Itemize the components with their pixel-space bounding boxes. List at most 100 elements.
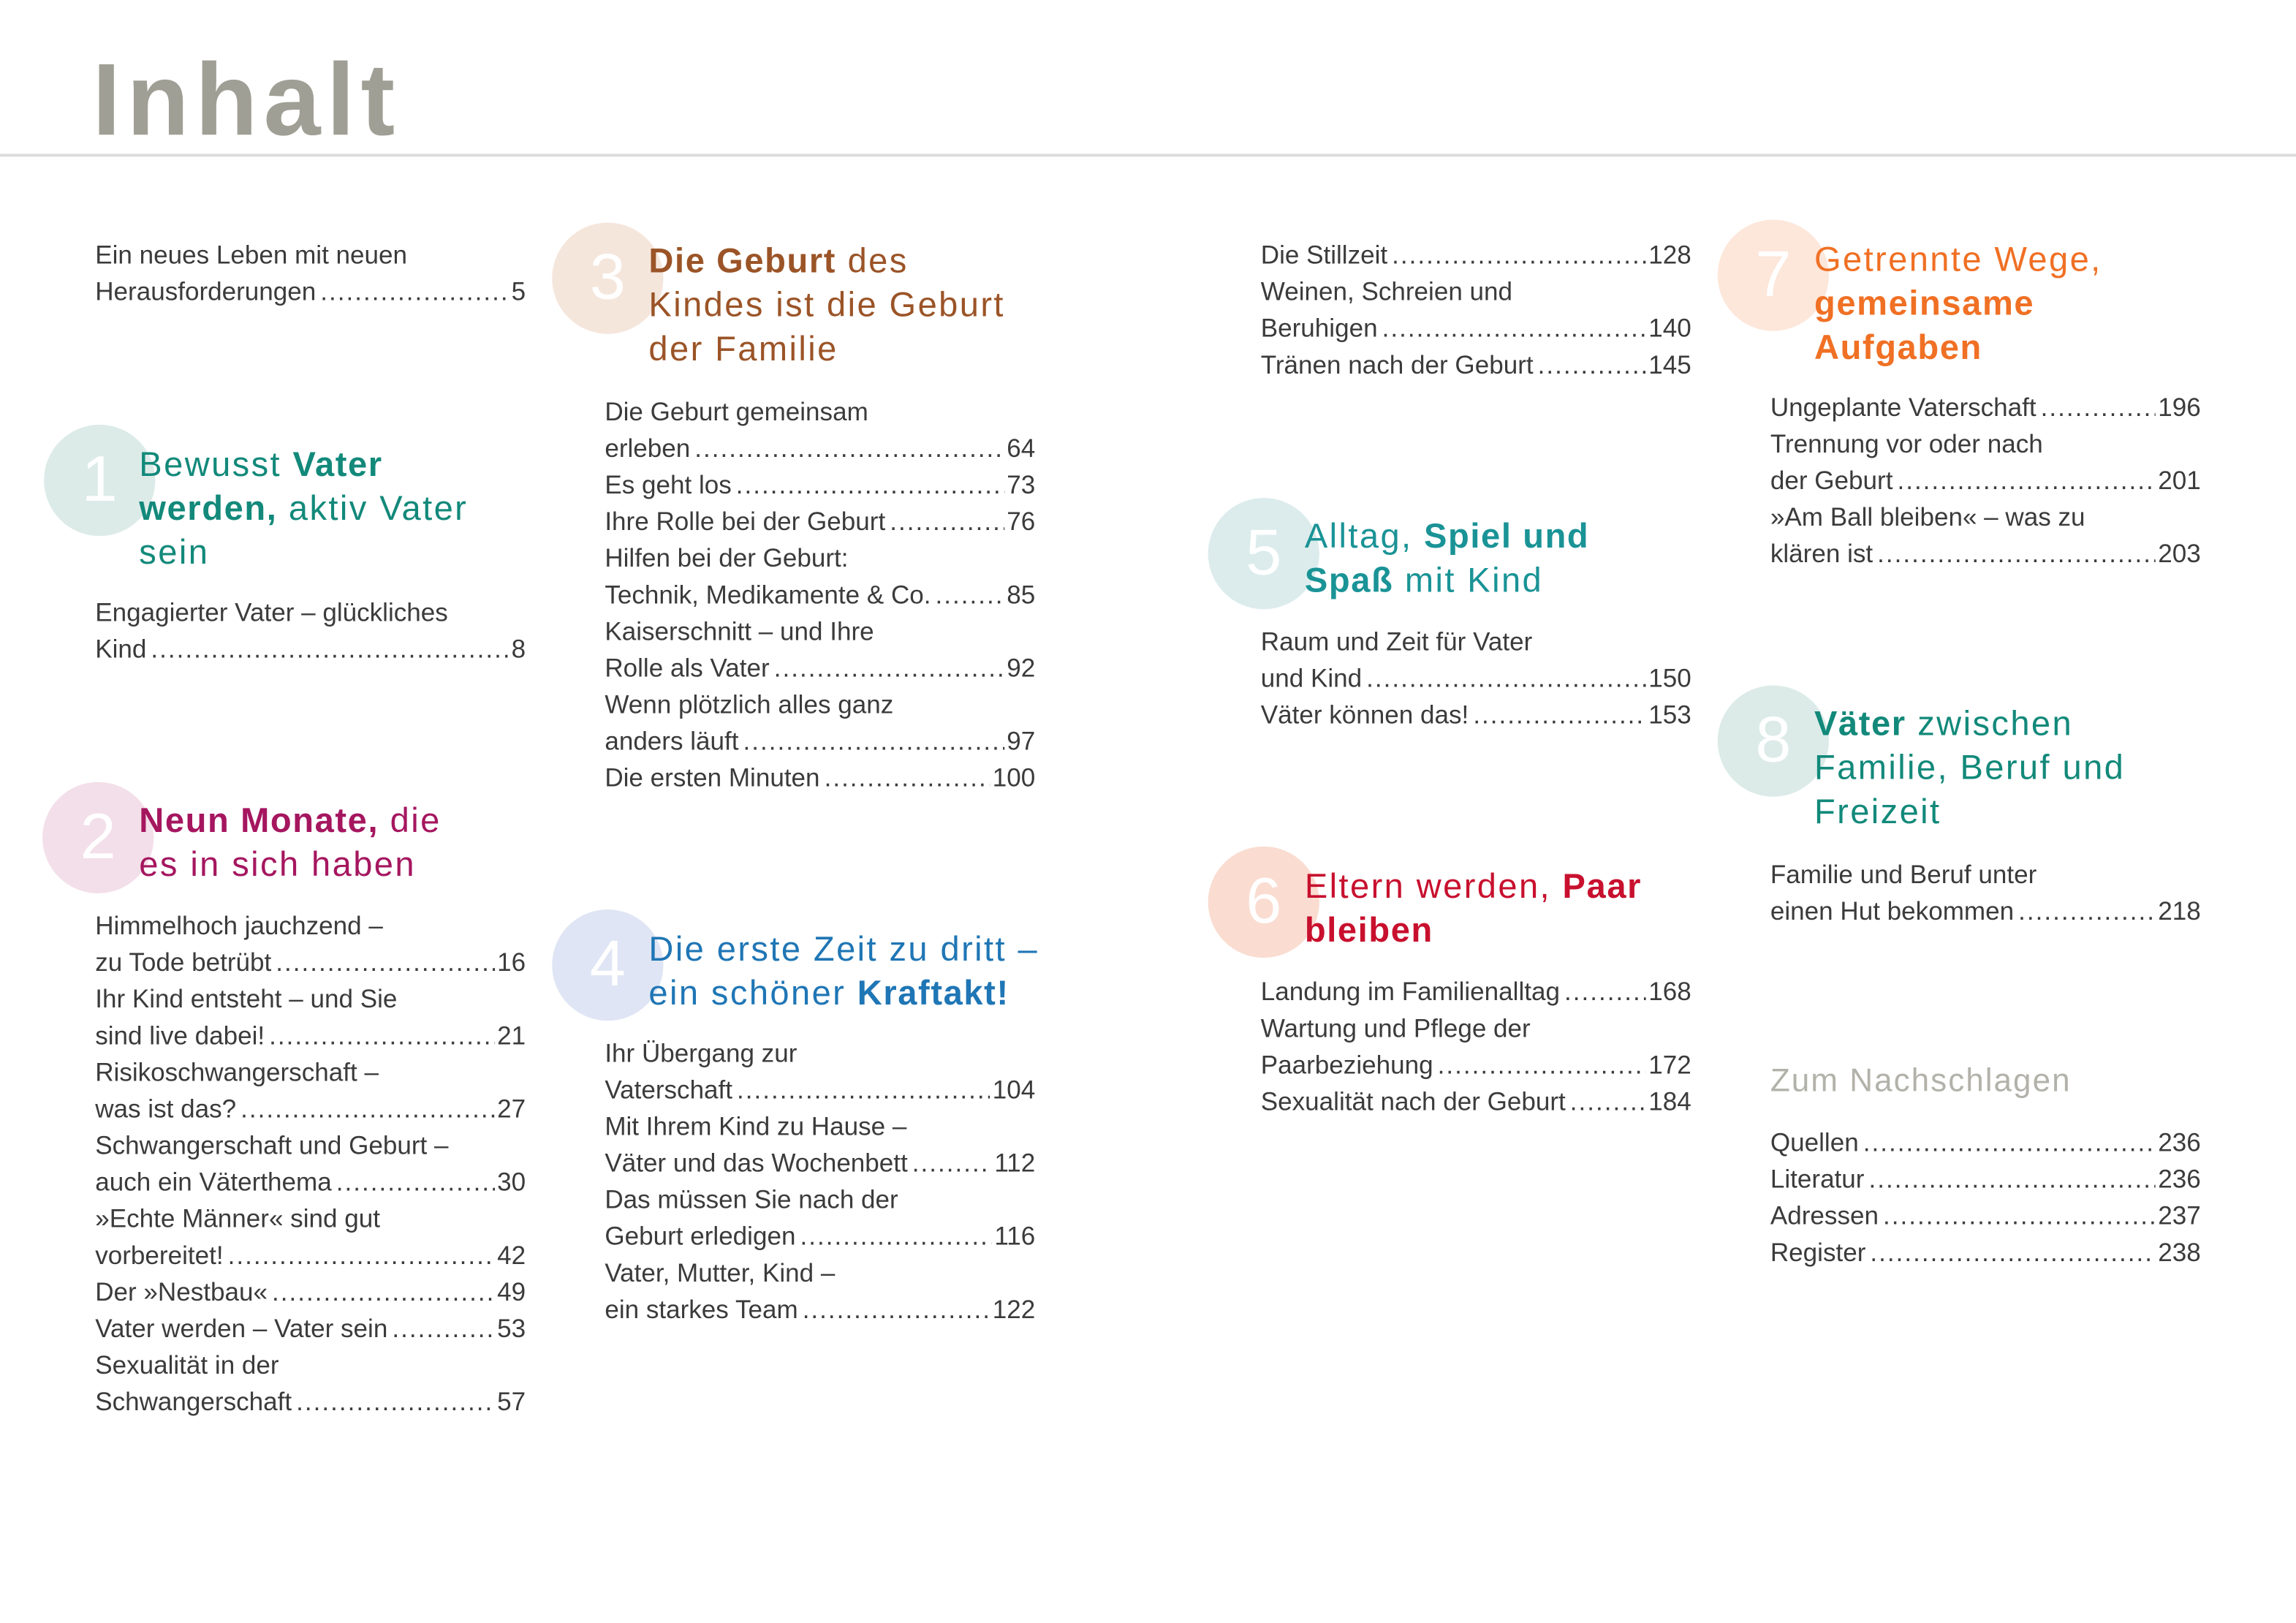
toc-entry[interactable]: Himmelhoch jauchzend – zu Tode betrübt 16: [95, 908, 526, 981]
chapter-heading-line: ein schöner Kraftakt!: [648, 971, 1039, 1015]
toc-entry-line: Geburt erledigen 116: [605, 1219, 1035, 1255]
chapter-heading[interactable]: Getrennte Wege, gemeinsame Aufgaben: [1814, 238, 2102, 369]
chapter-heading[interactable]: Die Geburt des Kindes ist die Geburt der F…: [648, 239, 1004, 371]
toc-entry-line: Sexualität nach der Geburt 184: [1261, 1083, 1691, 1120]
toc-entry-text: Vater, Mutter, Kind –: [605, 1257, 836, 1287]
page-number: 145: [1648, 349, 1691, 379]
toc-entry[interactable]: Literatur 236: [1770, 1162, 2201, 1198]
toc-entry-line: Schwangerschaft 57: [95, 1384, 526, 1420]
toc-entry[interactable]: Ihre Rolle bei der Geburt 76: [605, 504, 1035, 540]
toc-entry[interactable]: Familie und Beruf unter einen Hut bekomme…: [1770, 857, 2201, 930]
toc-entry[interactable]: Väter können das! 153: [1261, 697, 1691, 734]
toc-entry[interactable]: Es geht los 73: [605, 467, 1035, 504]
toc-entry[interactable]: Sexualität nach der Geburt 184: [1261, 1083, 1691, 1120]
chapter-number: 6: [1246, 865, 1282, 938]
toc-entry[interactable]: Sexualität in der Schwangerschaft 57: [95, 1347, 526, 1420]
toc-entry[interactable]: Der »Nestbau« 49: [95, 1274, 526, 1311]
chapter-heading[interactable]: Die erste Zeit zu dritt – ein schöner Kra…: [648, 927, 1039, 1015]
dot-leader: [1859, 1124, 2156, 1161]
toc-entry-line: Ihre Rolle bei der Geburt 76: [605, 504, 1035, 540]
toc-entry[interactable]: Die Geburt gemeinsam erleben 64: [605, 394, 1035, 467]
dot-leader: [931, 577, 1004, 613]
toc-entry[interactable]: Quellen 236: [1770, 1124, 2201, 1161]
toc-entry-text: Vaterschaft: [605, 1075, 733, 1105]
toc-entry[interactable]: Raum und Zeit für Vater und Kind 150: [1261, 624, 1691, 697]
chapter-heading[interactable]: Eltern werden, Paar bleiben: [1305, 864, 1642, 952]
dot-leader: [2037, 390, 2156, 426]
chapter-heading[interactable]: Neun Monate, die es in sich haben: [139, 798, 441, 886]
toc-entry[interactable]: Engagierter Vater – glückliches Kind 8: [95, 594, 526, 667]
chapter-heading[interactable]: Väter zwischen Familie, Beruf und Freizeit: [1814, 702, 2125, 833]
toc-entry[interactable]: Vater werden – Vater sein 53: [95, 1311, 526, 1347]
chapter-heading-text: Familie, Beruf und: [1814, 748, 2126, 787]
chapter-heading-text: die: [379, 801, 442, 839]
toc-entry[interactable]: Weinen, Schreien und Beruhigen 140: [1261, 274, 1691, 347]
toc-entry[interactable]: Ungeplante Vaterschaft 196: [1770, 390, 2201, 426]
toc-entry-list: Ihr Übergang zurVaterschaft104Mit Ihrem …: [605, 1035, 1035, 1328]
toc-entry-text: und Kind: [1260, 663, 1363, 693]
chapter-heading-line: Bewusst Vater: [139, 442, 468, 486]
chapter-heading-bold: Aufgaben: [1814, 328, 1982, 366]
dot-leader: [798, 1292, 990, 1328]
toc-entry-line: Technik, Medikamente & Co. 85: [605, 577, 1035, 613]
toc-entry[interactable]: Landung im Familienalltag 168: [1261, 974, 1691, 1010]
toc-entry[interactable]: Hilfen bei der Geburt: Technik, Medikamen…: [605, 540, 1035, 613]
chapter-heading-line: werden, aktiv Vater: [139, 486, 468, 530]
toc-entry[interactable]: Risikoschwangerschaft – was ist das? 27: [95, 1054, 526, 1127]
toc-entry-line: Vater werden – Vater sein 53: [95, 1311, 526, 1347]
page-number: 168: [1648, 977, 1691, 1007]
chapter-heading[interactable]: Alltag, Spiel und Spaß mit Kind: [1305, 514, 1589, 602]
chapter-heading-text: Eltern werden,: [1304, 866, 1563, 905]
toc-entry-text: Die Geburt gemeinsam: [605, 396, 868, 426]
dot-leader: [387, 1311, 494, 1347]
dot-leader: [732, 1072, 990, 1108]
toc-entry-text: Weinen, Schreien und: [1260, 276, 1513, 306]
toc-entry-text: »Echte Männer« sind gut: [95, 1203, 380, 1233]
chapter-heading-line: Die erste Zeit zu dritt –: [648, 927, 1039, 971]
chapter-number: 8: [1755, 704, 1792, 776]
dot-leader: [236, 1091, 494, 1127]
toc-entry[interactable]: Adressen 237: [1770, 1198, 2201, 1235]
toc-entry[interactable]: »Am Ball bleiben« – was zu klären ist 203: [1770, 499, 2201, 572]
toc-entry[interactable]: Kaiserschnitt – und Ihre Rolle als Vater 9…: [605, 613, 1035, 686]
toc-entry[interactable]: Vater, Mutter, Kind – ein starkes Team 122: [605, 1255, 1035, 1328]
toc-entry-text: Literatur: [1770, 1164, 1865, 1194]
chapter-heading-line: Alltag, Spiel und: [1305, 514, 1589, 558]
chapter-heading[interactable]: Bewusst Vater werden, aktiv Vater sein: [139, 442, 468, 574]
page-number: 140: [1648, 313, 1691, 343]
toc-entry[interactable]: Die ersten Minuten 100: [605, 760, 1035, 797]
toc-entry[interactable]: Wenn plötzlich alles ganz anders läuft 97: [605, 687, 1035, 760]
toc-entry-text: ein starkes Team: [605, 1294, 798, 1324]
toc-entry[interactable]: Tränen nach der Geburt 145: [1261, 347, 1691, 384]
chapter-heading-bold: gemeinsame: [1814, 284, 2035, 322]
chapter-heading-text: der Familie: [648, 329, 838, 368]
toc-entry[interactable]: Trennung vor oder nach der Geburt 201: [1770, 426, 2201, 499]
toc-entry[interactable]: Ein neues Leben mit neuen Herausforderung…: [95, 238, 526, 311]
toc-entry[interactable]: Die Stillzeit 128: [1261, 238, 1691, 274]
chapter-heading-text: Kindes ist die Geburt: [648, 285, 1005, 324]
toc-entry-text: Rolle als Vater: [605, 653, 770, 683]
toc-entry[interactable]: »Echte Männer« sind gut vorbereitet! 42: [95, 1201, 526, 1274]
toc-entry[interactable]: Mit Ihrem Kind zu Hause – Väter und das W…: [605, 1108, 1035, 1181]
toc-entry-text: vorbereitet!: [95, 1240, 224, 1270]
toc-entry[interactable]: Register 238: [1770, 1235, 2201, 1271]
toc-entry-line: Beruhigen 140: [1261, 311, 1691, 347]
chapter-heading-text: ein schöner: [648, 974, 857, 1013]
dot-leader: [1566, 1083, 1645, 1120]
toc-entry-line: vorbereitet! 42: [95, 1238, 526, 1274]
toc-entry[interactable]: Ihr Übergang zur Vaterschaft 104: [605, 1035, 1035, 1108]
dot-leader: [316, 274, 508, 311]
chapter-number: 5: [1246, 517, 1282, 589]
toc-entry[interactable]: Wartung und Pflege der Paarbeziehung 172: [1261, 1010, 1691, 1083]
page-number: 122: [992, 1294, 1036, 1324]
toc-entry[interactable]: Ihr Kind entsteht – und Sie sind live dab…: [95, 981, 526, 1054]
toc-entry[interactable]: Das müssen Sie nach der Geburt erledigen 1…: [605, 1182, 1035, 1255]
page-number: 218: [2158, 896, 2201, 926]
toc-entry-text: zu Tode betrübt: [95, 947, 272, 977]
dot-leader: [271, 945, 494, 981]
toc-entry-line: Väter können das! 153: [1261, 697, 1691, 734]
chapter-heading-bold: Kraftakt!: [857, 974, 1009, 1013]
page-number: 97: [1007, 726, 1036, 756]
page-number: 92: [1007, 653, 1036, 683]
toc-entry[interactable]: Schwangerschaft und Geburt – auch ein Vät…: [95, 1127, 526, 1200]
